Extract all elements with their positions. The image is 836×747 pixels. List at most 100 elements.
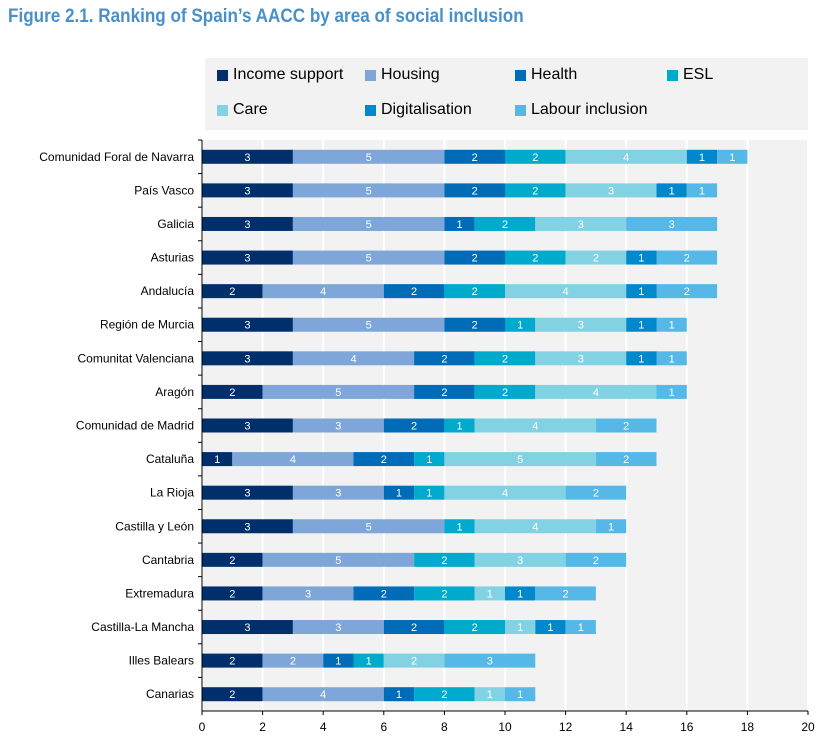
data-label: 1 [669,185,675,197]
bar-segment [595,519,627,534]
bar-segment [626,216,718,231]
bar-segment [292,149,445,164]
data-label: 2 [441,387,447,399]
data-label: 1 [426,488,432,500]
category-label: Castilla y León [115,519,194,533]
category-label: Castilla-La Mancha [91,620,194,634]
category-label: Andalucía [141,284,195,298]
legend-label: Health [531,66,578,83]
legend-label: Labour inclusion [531,101,648,118]
data-label: 3 [244,622,250,634]
data-label: 1 [669,353,675,365]
data-label: 5 [366,521,372,533]
data-label: 2 [411,286,417,298]
bar-segment [565,620,596,635]
data-label: 2 [441,353,447,365]
data-label: 3 [244,320,250,332]
data-label: 2 [472,320,478,332]
bar-segment [383,485,415,500]
bar-segment [202,586,263,601]
bar-segment [202,317,293,332]
data-label: 5 [335,387,341,399]
bar-segment [202,351,293,366]
data-label: 1 [638,253,644,265]
data-label: 3 [244,152,250,164]
category-label: Región de Murcia [100,318,194,332]
data-label: 1 [396,488,402,500]
bar-segment [686,149,718,164]
legend-label: ESL [683,66,714,83]
data-label: 3 [608,185,614,197]
bar-segment [202,284,263,299]
bar-segment [505,317,536,332]
bar-segment [202,250,293,265]
bar-segment [202,653,263,668]
bar-segment [444,216,475,231]
bar-segment [505,250,566,265]
data-label: 2 [229,656,235,668]
bar-segment [444,452,596,467]
bar-segment [292,620,384,635]
bar-segment [626,250,657,265]
bar-segment [626,351,657,366]
data-label: 3 [578,353,584,365]
legend-item: Housing [365,66,440,84]
bar-segment [414,485,445,500]
x-tick-label: 4 [320,720,327,734]
bar-segment [444,284,505,299]
bar-segment [444,418,475,433]
bar-segment [262,687,384,702]
data-label: 2 [472,185,478,197]
bar-segment [202,687,263,702]
data-label: 2 [502,219,508,231]
data-label: 5 [366,219,372,231]
data-label: 1 [638,353,644,365]
bar-segment [262,384,415,399]
bar-segment [444,620,505,635]
bar-segment [474,552,566,567]
data-label: 3 [517,555,523,567]
data-label: 4 [623,152,629,164]
data-label: 2 [290,656,296,668]
bar-segment [444,653,536,668]
legend-swatch [217,69,228,81]
bar-segment [202,552,263,567]
data-label: 3 [578,320,584,332]
bar-segment [444,149,505,164]
x-tick-label: 18 [741,720,755,734]
data-label: 3 [335,421,341,433]
data-label: 4 [532,521,538,533]
data-label: 2 [502,353,508,365]
bar-segment [414,351,475,366]
data-label: 3 [244,421,250,433]
data-label: 2 [411,622,417,634]
data-label: 2 [229,555,235,567]
data-label: 1 [578,622,584,634]
data-label: 1 [517,320,523,332]
bar-segment [353,653,384,668]
data-label: 4 [563,286,569,298]
category-label: Extremadura [125,586,194,600]
bar-segment [656,384,687,399]
data-label: 3 [335,488,341,500]
bar-segment [535,351,627,366]
bar-segment [505,620,536,635]
data-label: 2 [472,152,478,164]
category-label: Cantabria [142,553,194,567]
legend-swatch [515,69,526,81]
data-label: 1 [517,689,523,701]
bar-segment [202,216,293,231]
bar-segment [474,418,596,433]
bar-segment [292,317,445,332]
bar-segment [202,418,293,433]
data-label: 2 [684,253,690,265]
data-label: 5 [366,253,372,265]
data-label: 2 [502,387,508,399]
data-label: 2 [229,588,235,600]
data-label: 3 [244,353,250,365]
bar-segment [202,519,293,534]
bar-segment [292,216,445,231]
bar-segment [414,586,475,601]
data-label: 1 [487,588,493,600]
bar-segment [595,418,657,433]
